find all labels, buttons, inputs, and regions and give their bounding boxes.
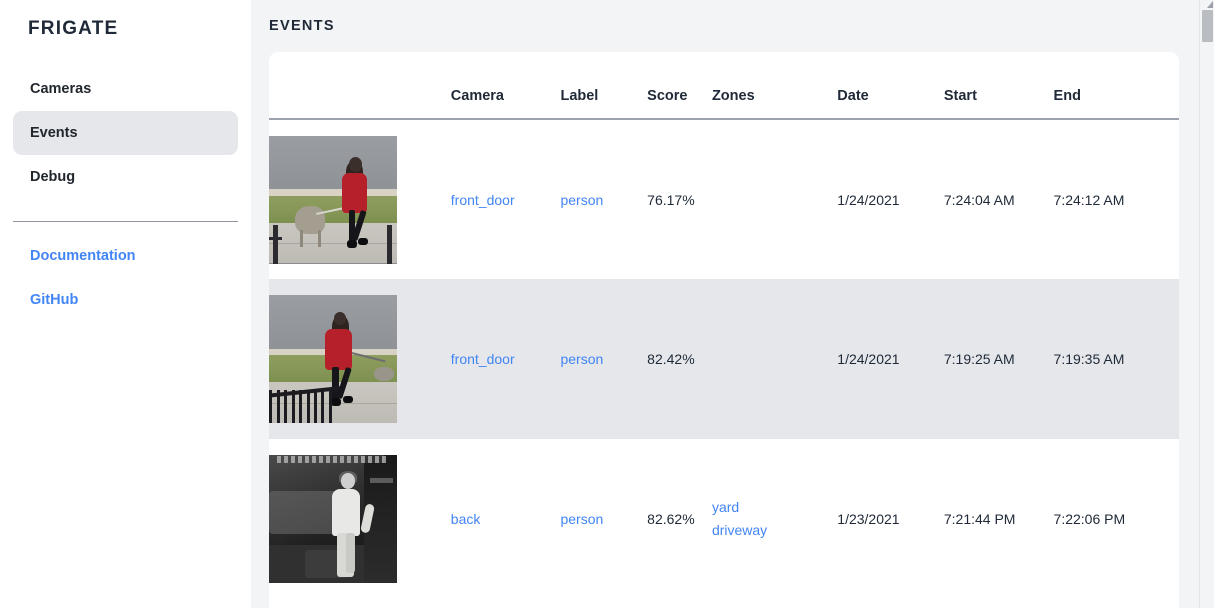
event-camera-link[interactable]: back xyxy=(450,511,481,527)
event-zone-link[interactable]: yard xyxy=(711,499,740,515)
table-row[interactable]: front_door person 82.42% 1/24/2021 7:19:… xyxy=(269,279,1179,439)
sidebar-link-github[interactable]: GitHub xyxy=(30,291,79,308)
page-scrollbar[interactable] xyxy=(1199,0,1214,608)
events-card: Camera Label Score Zones Date Start End xyxy=(269,52,1179,608)
table-header-row: Camera Label Score Zones Date Start End xyxy=(269,52,1179,120)
column-header-label[interactable]: Label xyxy=(560,52,648,120)
sidebar-item-events[interactable]: Events xyxy=(13,110,238,155)
event-label-link[interactable]: person xyxy=(560,511,604,527)
event-zone-link[interactable]: driveway xyxy=(711,522,768,538)
sidebar-divider xyxy=(13,220,238,222)
events-table: Camera Label Score Zones Date Start End xyxy=(269,52,1179,599)
event-start-cell: 7:21:44 PM xyxy=(943,511,1016,527)
column-header-end[interactable]: End xyxy=(1053,52,1179,120)
event-label-link[interactable]: person xyxy=(560,351,604,367)
event-date-cell: 1/24/2021 xyxy=(837,279,944,439)
event-thumbnail-cell[interactable] xyxy=(269,439,451,599)
event-end-cell: 7:24:12 AM xyxy=(1053,191,1125,208)
event-start-cell: 7:24:04 AM xyxy=(943,191,1015,208)
column-header-score[interactable]: Score xyxy=(647,52,712,120)
event-start-cell: 7:19:25 AM xyxy=(943,279,1054,439)
camera-timestamp-overlay xyxy=(276,456,390,463)
app-brand-title: FRIGATE xyxy=(28,18,119,39)
events-table-head: Camera Label Score Zones Date Start End xyxy=(269,52,1179,120)
event-score-cell: 82.42% xyxy=(647,279,712,439)
event-thumbnail-image[interactable] xyxy=(269,455,397,583)
event-label-link[interactable]: person xyxy=(560,191,604,208)
sidebar-link-documentation[interactable]: Documentation xyxy=(30,247,136,264)
sidebar-external-links: Documentation GitHub xyxy=(0,234,251,322)
main-content: EVENTS Camera Label Score Zones Date xyxy=(251,0,1214,608)
sidebar-item-cameras[interactable]: Cameras xyxy=(30,80,92,97)
event-thumbnail-cell[interactable] xyxy=(269,279,451,439)
event-camera-link[interactable]: front_door xyxy=(450,351,515,367)
event-date-cell: 1/23/2021 xyxy=(837,511,900,527)
event-end-cell: 7:19:35 AM xyxy=(1053,279,1179,439)
page-title: EVENTS xyxy=(269,18,335,34)
event-zones-cell: yard driveway xyxy=(712,439,837,599)
event-zones-cell xyxy=(712,119,837,279)
table-row[interactable]: back person 82.62% yard driveway 1/23/20… xyxy=(269,439,1179,599)
event-label-cell: person xyxy=(560,439,647,599)
event-camera-link[interactable]: front_door xyxy=(450,191,515,208)
event-score-cell: 82.62% xyxy=(647,511,695,527)
table-row[interactable]: front_door person 76.17% 1/24/2021 7:24:… xyxy=(269,119,1179,279)
event-zones-cell xyxy=(711,279,838,439)
event-label-cell: person xyxy=(560,119,647,279)
event-camera-cell: front_door xyxy=(451,119,561,279)
sidebar: FRIGATE Cameras Events Debug Documentati… xyxy=(0,0,251,608)
column-header-camera[interactable]: Camera xyxy=(450,52,561,120)
event-label-cell: person xyxy=(560,279,648,439)
event-camera-cell: front_door xyxy=(450,279,561,439)
event-thumbnail-cell[interactable] xyxy=(269,119,451,279)
event-thumbnail-image[interactable] xyxy=(269,135,397,264)
event-end-cell: 7:22:06 PM xyxy=(1053,511,1126,527)
scroll-up-arrow-icon[interactable] xyxy=(1207,1,1213,8)
event-camera-cell: back xyxy=(451,439,561,599)
column-header-zones[interactable]: Zones xyxy=(711,52,838,120)
sidebar-item-debug[interactable]: Debug xyxy=(30,168,76,185)
event-score-cell: 76.17% xyxy=(647,191,695,208)
event-date-cell: 1/24/2021 xyxy=(837,191,900,208)
column-header-start[interactable]: Start xyxy=(943,52,1054,120)
events-table-body: front_door person 76.17% 1/24/2021 7:24:… xyxy=(269,119,1179,599)
column-header-date[interactable]: Date xyxy=(837,52,944,120)
column-header-thumbnail xyxy=(269,52,451,120)
event-thumbnail-image[interactable] xyxy=(269,295,397,423)
scrollbar-thumb[interactable] xyxy=(1202,10,1213,42)
sidebar-nav: Cameras Events Debug xyxy=(0,67,251,199)
